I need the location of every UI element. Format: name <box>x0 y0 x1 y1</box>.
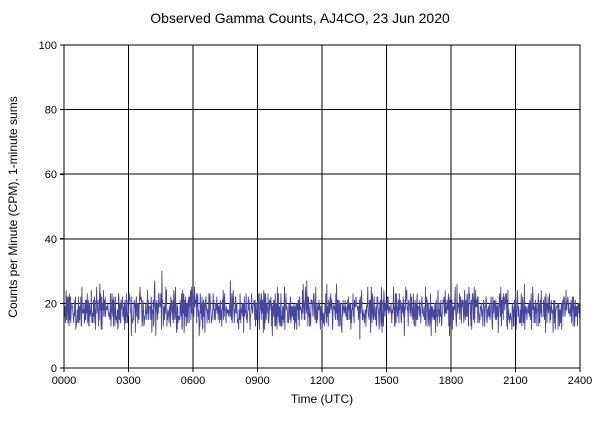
y-tick-label: 80 <box>45 105 57 117</box>
x-tick-label: 0300 <box>116 375 140 387</box>
y-tick-label: 0 <box>51 363 57 375</box>
y-tick-label: 20 <box>45 298 57 310</box>
series-line-gamma-counts-1min <box>63 270 581 340</box>
x-tick-label: 0900 <box>245 375 269 387</box>
axis-ticks <box>60 44 581 372</box>
data-series <box>63 270 581 340</box>
x-tick-label: 2400 <box>568 375 592 387</box>
x-tick-label: 0600 <box>181 375 205 387</box>
y-axis-label: Counts per Minute (CPM), 1-minute sums <box>6 96 20 317</box>
x-axis-label: Time (UTC) <box>291 392 353 406</box>
x-tick-label: 1800 <box>439 375 463 387</box>
y-tick-label: 100 <box>39 40 57 52</box>
y-tick-label: 60 <box>45 169 57 181</box>
x-tick-label: 0000 <box>52 375 76 387</box>
tick-labels: 0000 0300 0600 0900 1200 1500 1800 2100 2400 0 20 4… <box>39 40 593 387</box>
x-tick-label: 2100 <box>503 375 527 387</box>
chart-title: Observed Gamma Counts, AJ4CO, 23 Jun 202… <box>150 10 450 26</box>
y-tick-label: 40 <box>45 234 57 246</box>
x-tick-label: 1200 <box>310 375 334 387</box>
x-tick-label: 1500 <box>374 375 398 387</box>
